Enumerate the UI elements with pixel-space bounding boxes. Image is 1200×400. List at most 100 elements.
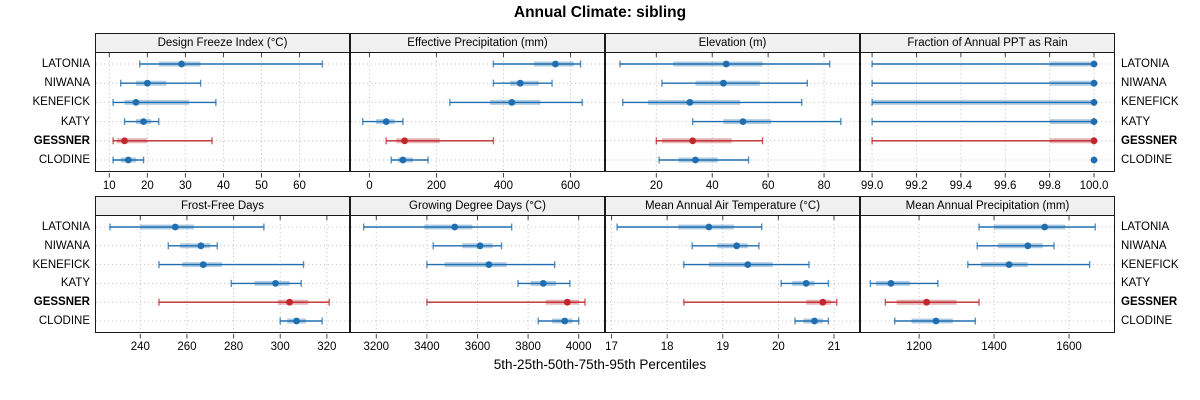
percentile-series-kenefick — [426, 261, 556, 269]
percentile-series-katy — [362, 118, 404, 126]
median-dot — [272, 280, 279, 287]
median-dot — [476, 242, 484, 250]
percentile-series-latonia — [362, 223, 513, 231]
tick-label: 60 — [293, 180, 306, 192]
row-label-right-gessner: GESSNER — [1121, 296, 1178, 309]
median-dot — [720, 79, 727, 87]
median-dot — [722, 60, 730, 68]
tick-label: 99.4 — [950, 180, 973, 192]
median-dot — [485, 261, 493, 268]
tick-label: 50 — [255, 180, 268, 192]
median-dot — [689, 137, 697, 145]
percentile-series-clodine — [658, 156, 750, 164]
tick-label: 30 — [179, 180, 192, 192]
row-label-left-clodine: CLODINE — [38, 315, 90, 327]
percentile-series-katy — [871, 118, 1098, 126]
median-dot — [286, 298, 293, 306]
tick-label: 240 — [131, 341, 150, 353]
row-label-right-latonia: LATONIA — [1121, 58, 1170, 70]
tick-label: 1200 — [906, 341, 932, 353]
median-dot — [1005, 261, 1013, 268]
row-label-left-niwana: NIWANA — [44, 239, 90, 252]
panel-2-title: Elevation (m) — [698, 37, 767, 49]
median-dot — [923, 298, 930, 306]
row-label-left-niwana: NIWANA — [44, 77, 90, 90]
tick-label: 20 — [650, 180, 663, 192]
tick-label: 600 — [561, 180, 580, 192]
median-dot — [124, 156, 132, 164]
panel-3-title: Fraction of Annual PPT as Rain — [907, 37, 1068, 49]
tick-label: 4000 — [566, 341, 592, 353]
row-label-right-niwana: NIWANA — [1121, 77, 1167, 90]
panel-0-x-axis: 10 20 30 40 50 60 — [95, 173, 350, 193]
median-dot — [887, 280, 895, 287]
percentile-series-clodine — [537, 317, 580, 325]
panel-7-plot — [860, 215, 1115, 333]
panel-7-header: Mean Annual Precipitation (mm) — [860, 196, 1115, 216]
median-dot — [811, 317, 818, 325]
median-dot — [1090, 137, 1098, 145]
row-label-left-gessner: GESSNER — [33, 134, 90, 147]
percentile-series-clodine — [1090, 156, 1098, 164]
panel-0-header: Design Freeze Index (°C) — [95, 33, 350, 53]
median-dot — [178, 60, 186, 68]
median-dot — [132, 99, 140, 106]
panel-5-title: Growing Degree Days (°C) — [409, 200, 546, 212]
panel-4-canvas — [96, 216, 349, 332]
panel-2-x-axis: 20 40 60 80 — [605, 173, 860, 193]
median-dot — [293, 317, 300, 325]
tick-label: 320 — [317, 341, 336, 353]
median-dot — [508, 99, 516, 106]
row-label-right-katy: KATY — [1121, 277, 1151, 290]
median-dot — [802, 280, 810, 287]
median-dot — [819, 298, 827, 306]
median-dot — [1024, 242, 1032, 250]
median-dot — [1090, 118, 1098, 125]
row-label-left-kenefick: KENEFICK — [32, 96, 90, 109]
panel-0-plot — [95, 52, 350, 172]
panel-1-title: Effective Precipitation (mm) — [407, 37, 548, 49]
median-dot — [744, 261, 752, 268]
panel-2-plot — [605, 52, 860, 172]
median-dot — [563, 298, 571, 306]
tick-label: 99.2 — [905, 180, 927, 192]
row-label-left-katy: KATY — [60, 277, 90, 290]
panel-5-canvas — [351, 216, 604, 332]
panel-1-canvas — [351, 53, 604, 171]
panel-6-title: Mean Annual Air Temperature (°C) — [644, 200, 821, 212]
median-dot — [739, 118, 747, 125]
percentile-series-latonia — [139, 60, 324, 68]
row-label-right-kenefick: KENEFICK — [1121, 96, 1179, 109]
median-dot — [1090, 99, 1098, 106]
row-label-right-kenefick: KENEFICK — [1121, 258, 1179, 271]
percentile-series-latonia — [978, 223, 1096, 231]
tick-label: 99.0 — [861, 180, 883, 192]
percentile-series-clodine — [112, 156, 145, 164]
median-dot — [932, 317, 940, 325]
median-dot — [1041, 223, 1049, 231]
percentile-series-kenefick — [112, 98, 217, 106]
tick-label: 10 — [103, 180, 116, 192]
median-dot — [382, 118, 390, 125]
percentile-series-katy — [517, 279, 571, 287]
tick-label: 21 — [828, 341, 841, 353]
percentile-series-niwana — [120, 79, 202, 87]
chart-title: Annual Climate: sibling — [513, 4, 687, 21]
tick-label: 3800 — [515, 341, 541, 353]
tick-label: 17 — [605, 341, 618, 353]
tick-label: 40 — [217, 180, 230, 192]
percentile-series-gessner — [385, 137, 495, 145]
panel-5-x-axis: 3200 3400 3600 3800 4000 — [350, 334, 605, 354]
tick-label: 400 — [494, 180, 513, 192]
percentile-series-niwana — [492, 79, 553, 87]
panel-7-title: Mean Annual Precipitation (mm) — [905, 200, 1070, 212]
median-dot — [143, 79, 151, 87]
panel-3-x-axis: 99.0 99.2 99.4 99.6 99.8 100.0 — [860, 173, 1115, 193]
row-label-left-gessner: GESSNER — [33, 296, 90, 309]
median-dot — [399, 156, 407, 164]
row-label-right-latonia: LATONIA — [1121, 221, 1170, 233]
median-dot — [1090, 79, 1098, 87]
median-dot — [197, 242, 205, 250]
percentile-series-katy — [869, 279, 939, 287]
